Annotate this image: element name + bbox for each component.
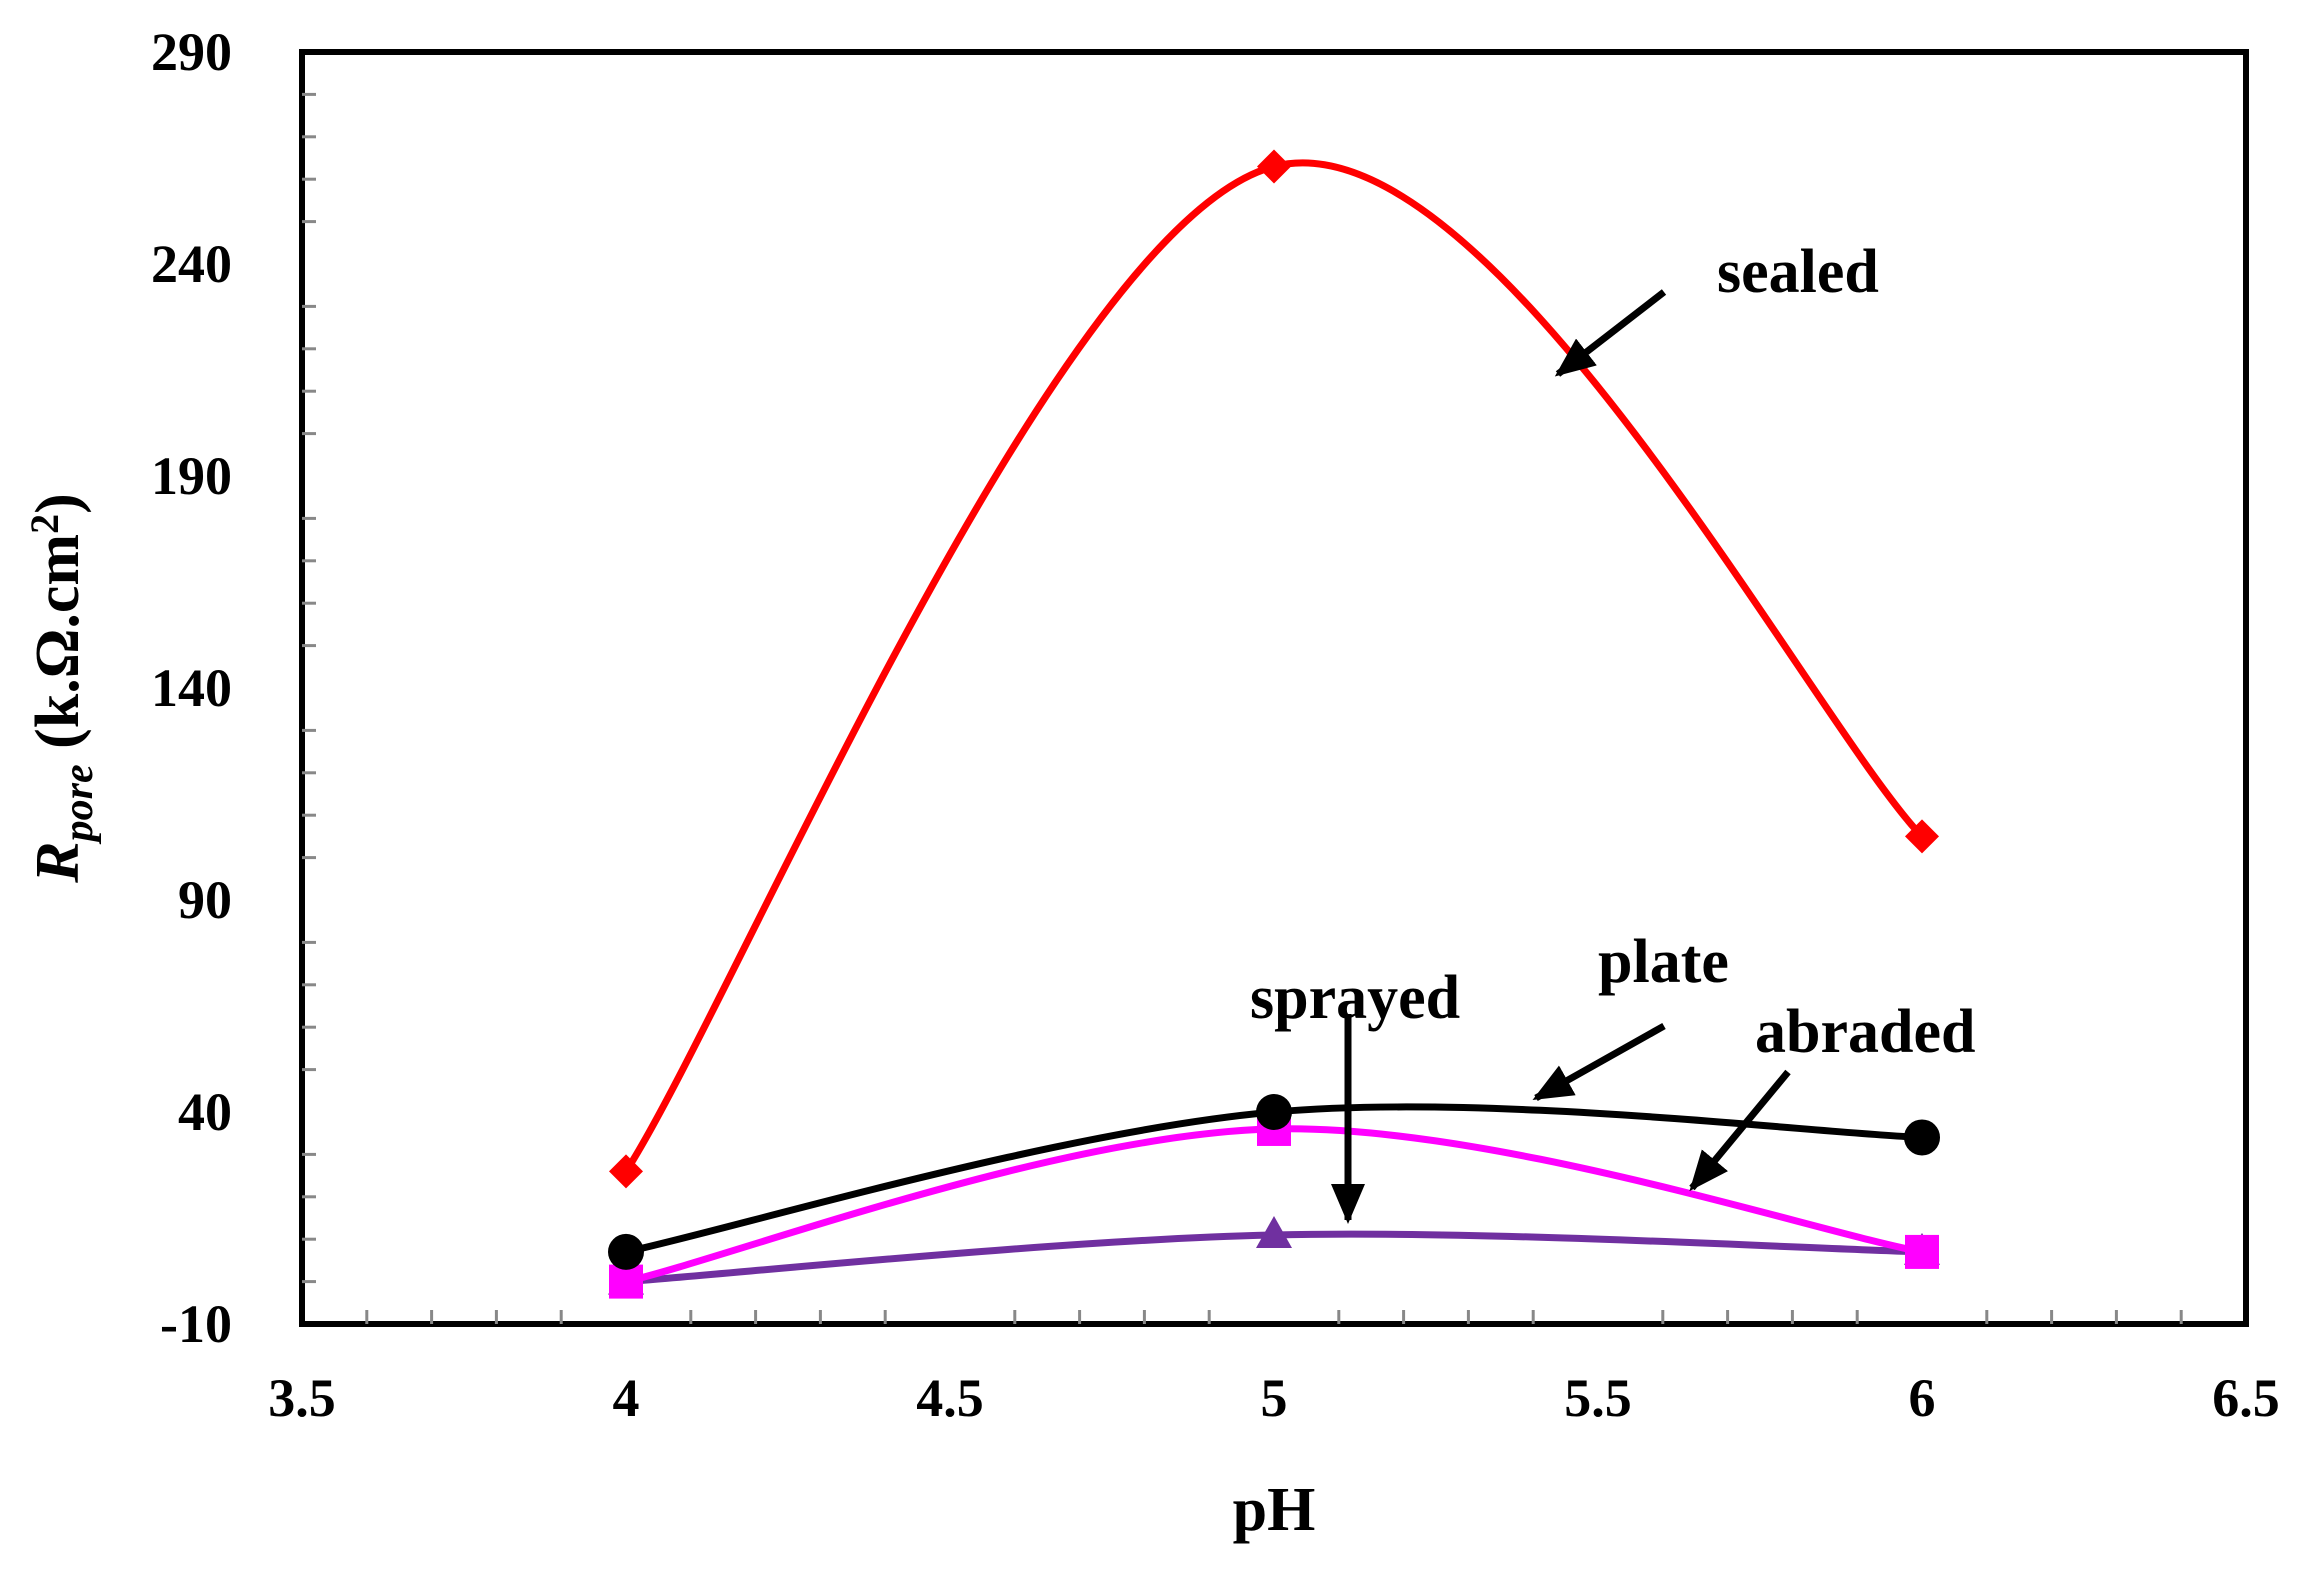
y-axis-title-main: R [24,841,92,883]
y-tick-label: 140 [151,658,232,718]
x-axis-tick-labels: 3.5 4 4.5 5 5.5 6 6.5 [268,1368,2280,1428]
x-tick-label: 5.5 [1564,1368,1632,1428]
annotations: sealed plate abraded sprayed [1250,238,1975,1224]
annotation-plate-arrow [1532,1022,1666,1102]
y-tick-label: 90 [178,870,232,930]
y-axis-title-unit-close: ) [24,493,92,514]
y-axis-title-subscript: pore [56,764,102,844]
annotation-sprayed: sprayed [1250,964,1460,1032]
plot-area-frame [299,49,2249,1327]
data-point-plate [608,1233,644,1270]
x-tick-label: 6 [1909,1368,1936,1428]
y-axis-tick-labels: -10 40 90 140 190 240 290 [151,22,232,1354]
data-point-sealed [609,1154,643,1189]
x-axis-title: pH [1233,1476,1316,1544]
annotation-sealed-arrow [1554,289,1667,377]
annotation-abraded-arrow [1689,1069,1791,1192]
minor-ticks [302,92,2183,1324]
y-tick-label: 190 [151,446,232,506]
series-layer [608,149,1940,1299]
x-tick-label: 6.5 [2212,1368,2280,1428]
x-tick-label: 4 [613,1368,640,1428]
series-plate [608,1094,1940,1270]
y-tick-label: 240 [151,234,232,294]
data-point-sprayed [1256,1215,1292,1248]
y-axis-title: Rpore (k.Ω.cm2) [22,493,102,883]
annotation-abraded: abraded [1755,998,1975,1066]
x-tick-label: 4.5 [916,1368,984,1428]
series-sealed [609,149,1939,1189]
y-tick-label: -10 [160,1294,232,1354]
data-point-abraded [1905,1234,1939,1269]
data-point-sealed [1257,149,1291,184]
x-tick-label: 3.5 [268,1368,336,1428]
annotation-sealed: sealed [1717,238,1879,306]
annotation-plate: plate [1598,928,1729,996]
y-axis-title-unit: (k.Ω.cm [24,534,92,764]
data-point-plate [1256,1094,1292,1130]
y-tick-label: 290 [151,22,232,82]
data-point-sealed [1905,819,1939,854]
x-tick-label: 5 [1261,1368,1288,1428]
data-point-abraded [609,1264,643,1299]
y-axis-title-unit-sup: 2 [22,514,67,534]
data-point-plate [1904,1119,1940,1156]
y-tick-label: 40 [178,1082,232,1142]
